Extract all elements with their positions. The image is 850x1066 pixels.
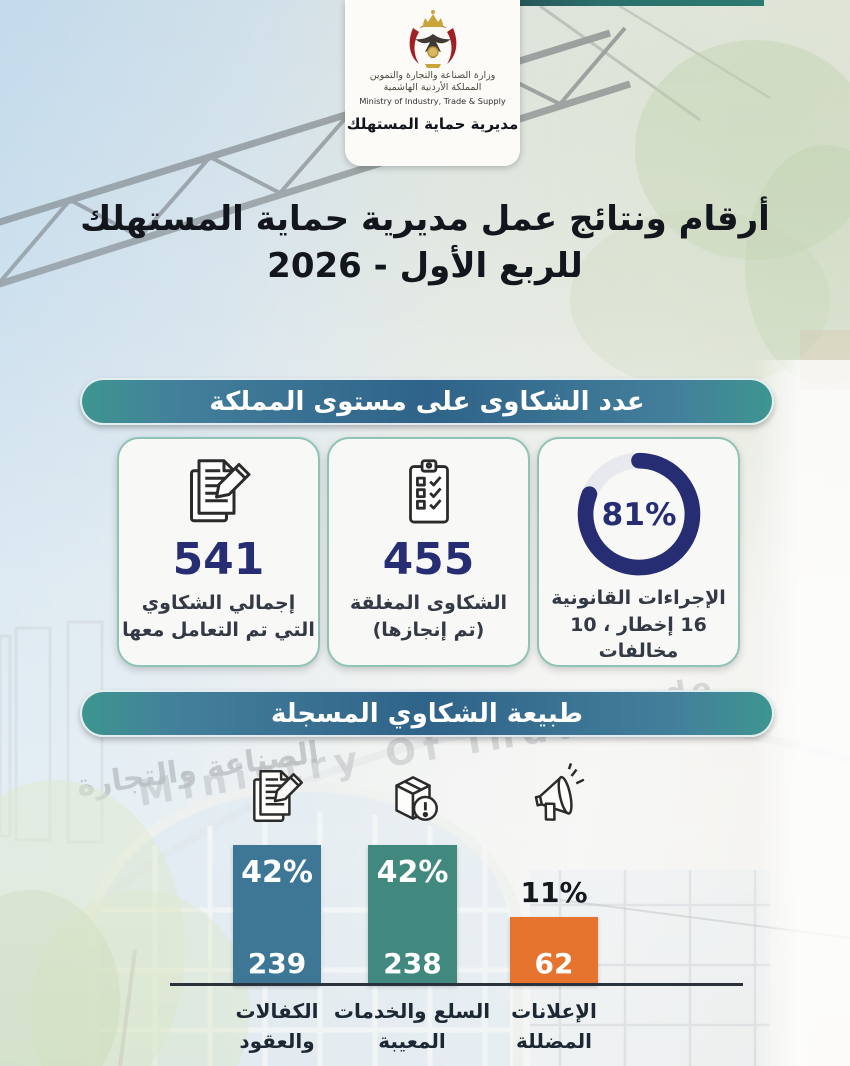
clipboard-checklist-icon xyxy=(408,459,449,524)
page-title: أرقام ونتائج عمل مديرية حماية المستهلك ل… xyxy=(80,199,770,286)
stat-card-closed-complaints: 455 الشكاوى المغلقة (تم إنجازها) xyxy=(327,437,530,667)
bar: 42% 238 xyxy=(368,845,457,985)
section-banner-nature: طبيعة الشكاوي المسجلة xyxy=(80,690,774,737)
stat-value: 541 xyxy=(172,534,265,585)
directorate-name: مديرية حماية المستهلك xyxy=(346,114,519,133)
bar-count-label: 238 xyxy=(383,947,442,980)
donut-center-label: 81% xyxy=(601,497,676,533)
ministry-name-arabic: وزارة الصناعة والتجارة والتموين المملكة … xyxy=(369,70,496,94)
section-banner-complaints: عدد الشكاوى على مستوى المملكة xyxy=(80,378,774,425)
chart-baseline xyxy=(170,983,743,986)
stat-card-total-complaints: 541 إجمالي الشكاوي التي تم التعامل معها xyxy=(117,437,320,667)
bar-percent-label: 42% xyxy=(376,855,449,890)
section-banner-complaints-label: عدد الشكاوى على مستوى المملكة xyxy=(209,386,645,417)
stat-label: الإجراءات القانونية 16 إخطار ، 10 مخالفا… xyxy=(551,587,726,663)
ministry-name-english: Ministry of Industry, Trade & Supply xyxy=(359,95,506,106)
bar-category-label: الكفالات والعقود xyxy=(235,999,319,1053)
stat-value: 455 xyxy=(382,534,475,585)
bar-count-label: 62 xyxy=(534,947,574,980)
stat-card-legal-procedures: 81% الإجراءات القانونية 16 إخطار ، 10 مخ… xyxy=(537,437,740,667)
package-warning-icon xyxy=(395,776,438,821)
bar-percent-label: 42% xyxy=(241,855,313,890)
section-banner-nature-label: طبيعة الشكاوي المسجلة xyxy=(271,698,583,729)
donut-chart: 81% xyxy=(577,452,700,576)
bar: 42% 239 xyxy=(233,845,321,985)
bar-category-label: الإعلانات المضللة xyxy=(511,999,597,1053)
jordan-coat-of-arms-icon xyxy=(409,10,456,68)
donut-progress xyxy=(577,452,700,576)
stat-label: الشكاوى المغلقة (تم إنجازها) xyxy=(349,592,508,641)
bar: 62 xyxy=(510,917,598,985)
stat-label: إجمالي الشكاوي التي تم التعامل معها xyxy=(122,592,315,641)
megaphone-icon xyxy=(534,763,585,821)
documents-pencil-icon xyxy=(253,769,303,822)
bar-percent-above: 11% xyxy=(520,876,588,909)
bar-category-label: السلع والخدمات المعيبة xyxy=(333,999,491,1053)
bar-count-label: 239 xyxy=(247,947,307,980)
ministry-logo-card: وزارة الصناعة والتجارة والتموين المملكة … xyxy=(345,0,520,166)
documents-pencil-icon xyxy=(189,459,250,523)
top-cropped-banner xyxy=(398,0,764,6)
